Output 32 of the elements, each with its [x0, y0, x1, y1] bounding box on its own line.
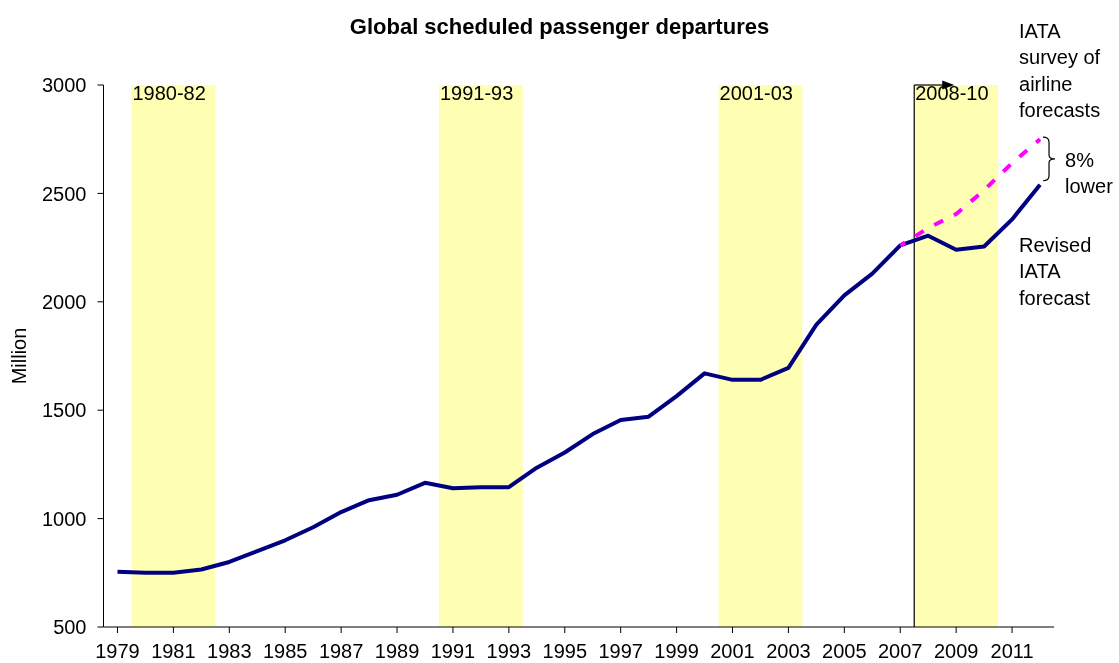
- x-tick-label: 2011: [990, 640, 1034, 663]
- series-label: Revised IATA forecast: [1019, 233, 1092, 309]
- band-label: 1991-93: [439, 82, 514, 105]
- x-tick-label: 1997: [598, 640, 643, 663]
- x-tick-label: 1993: [486, 640, 532, 663]
- text: 8% lower: [1065, 148, 1114, 198]
- y-tick-label: 2500: [42, 182, 87, 205]
- y-tick-label: 3000: [42, 74, 87, 97]
- y-tick-label: 1000: [42, 507, 87, 530]
- band-label: 1980-82: [132, 82, 206, 105]
- y-tick-label: 500: [53, 616, 87, 639]
- y-tick-label: 1500: [42, 399, 87, 422]
- y-axis-title: Million: [8, 327, 30, 385]
- x-tick-label: 1995: [542, 640, 588, 663]
- x-tick-label: 1991: [430, 640, 476, 663]
- x-tick-label: 1985: [262, 640, 308, 663]
- x-tick-label: 1979: [95, 640, 140, 663]
- x-tick-label: 2009: [933, 640, 979, 663]
- x-tick-label: 1989: [374, 640, 420, 663]
- x-tick-label: 1987: [318, 640, 364, 663]
- x-tick-label: 1999: [654, 640, 699, 663]
- chart-title: Global scheduled passenger departures: [349, 14, 770, 39]
- series-label: IATA survey of airline forecasts: [1019, 19, 1101, 122]
- x-tick-label: 1981: [151, 640, 196, 663]
- x-tick-label: 2007: [877, 640, 923, 663]
- y-tick-label: 2000: [42, 290, 87, 313]
- band-label: 2008-10: [915, 82, 989, 105]
- x-tick-label: 2003: [766, 640, 811, 663]
- x-tick-label: 2005: [822, 640, 867, 663]
- x-tick-label: 1983: [207, 640, 252, 663]
- x-tick-label: 2001: [710, 640, 755, 663]
- band-label: 2001-03: [719, 82, 793, 105]
